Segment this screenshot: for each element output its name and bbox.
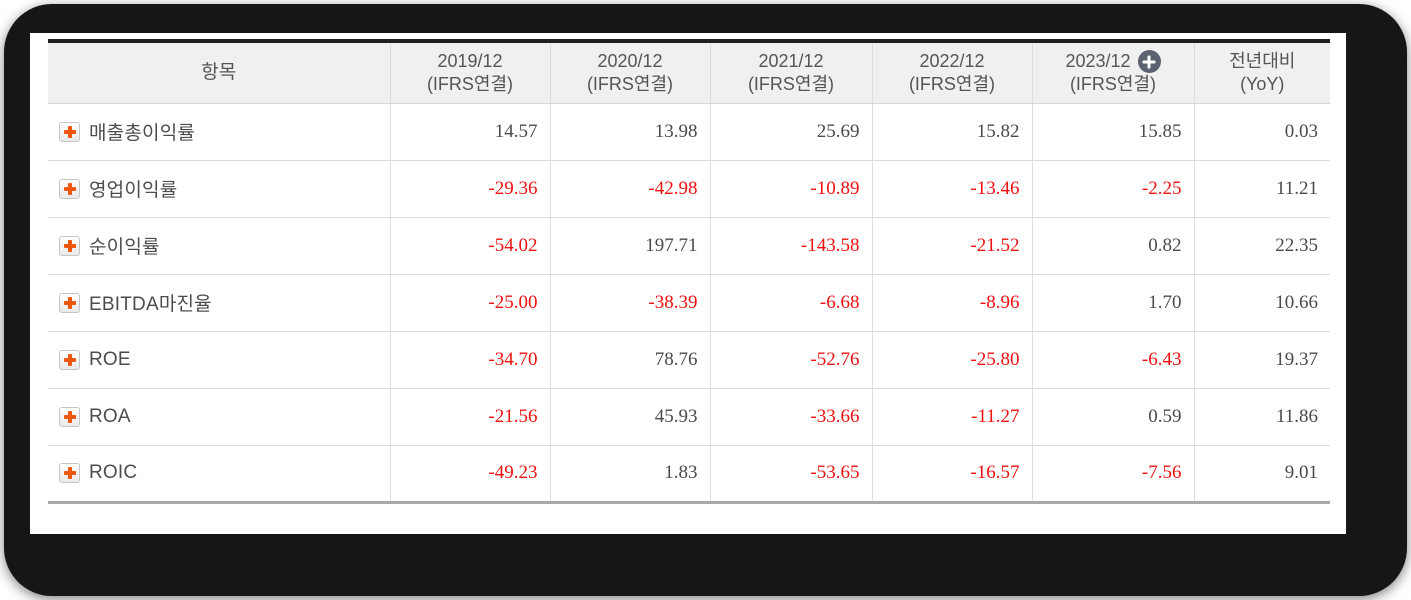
metric-value: -49.23 — [389, 445, 550, 504]
metric-value: -53.65 — [709, 445, 872, 504]
profitability-ratios-table: 항목 2019/12 (IFRS연결) 2020/12 (IFRS연결) 202… — [48, 43, 1330, 504]
metric-value: 14.57 — [389, 103, 550, 161]
column-header-2020-12: 2020/12 (IFRS연결) — [549, 43, 710, 104]
row-label: 영업이익률 — [89, 180, 178, 201]
plus-icon[interactable] — [59, 292, 80, 313]
period-basis: (IFRS연결) — [1069, 74, 1157, 94]
metric-value: -21.52 — [871, 217, 1032, 275]
row-label: EBITDA마진율 — [89, 294, 212, 315]
period-label: 2020/12 — [597, 51, 663, 72]
metric-value: -38.39 — [549, 274, 710, 332]
metric-value: -7.56 — [1031, 445, 1194, 504]
row-label: ROA — [89, 405, 131, 427]
row-label-cell: 매출총이익률 — [48, 103, 390, 161]
item-header-label: 항목 — [201, 61, 237, 83]
metric-value: -143.58 — [709, 217, 872, 275]
table-row: EBITDA마진율 -25.00 -38.39 -6.68 -8.96 1.70… — [48, 274, 1330, 332]
period-label: 2021/12 — [758, 51, 824, 72]
metric-value: -25.00 — [389, 274, 550, 332]
plus-icon[interactable] — [59, 178, 80, 199]
metric-value: 11.21 — [1193, 160, 1330, 218]
metric-value: 10.66 — [1193, 274, 1330, 332]
metric-value: -21.56 — [389, 388, 550, 446]
row-label: 순이익률 — [89, 237, 160, 258]
table-row: 영업이익률 -29.36 -42.98 -10.89 -13.46 -2.25 … — [48, 160, 1330, 218]
metric-value: 15.85 — [1031, 103, 1194, 161]
metric-value: -6.68 — [709, 274, 872, 332]
row-label: ROIC — [89, 462, 138, 483]
plus-icon[interactable] — [59, 349, 80, 370]
metric-value: -52.76 — [709, 331, 872, 389]
column-header-yoy: 전년대비 (YoY) — [1193, 43, 1330, 104]
table-wrap: 항목 2019/12 (IFRS연결) 2020/12 (IFRS연결) 202… — [48, 39, 1330, 504]
period-basis: (IFRS연결) — [586, 73, 674, 94]
header-row: 항목 2019/12 (IFRS연결) 2020/12 (IFRS연결) 202… — [48, 43, 1330, 104]
table-row: 매출총이익률 14.57 13.98 25.69 15.82 15.85 0.0… — [48, 103, 1330, 161]
metric-value: -10.89 — [709, 160, 872, 218]
period-basis: (IFRS연결) — [747, 73, 835, 94]
metric-value: -29.36 — [389, 160, 550, 218]
plus-icon[interactable] — [59, 121, 80, 142]
period-label: 2019/12 — [437, 51, 503, 72]
metric-value: 197.71 — [549, 217, 710, 275]
row-label-cell: 영업이익률 — [48, 160, 390, 218]
plus-icon[interactable] — [59, 406, 80, 427]
page-background: 항목 2019/12 (IFRS연결) 2020/12 (IFRS연결) 202… — [4, 4, 1407, 596]
metric-value: -16.57 — [871, 445, 1032, 504]
metric-value: -8.96 — [871, 274, 1032, 332]
column-header-item: 항목 — [48, 43, 390, 104]
period-basis: (IFRS연결) — [426, 73, 514, 94]
metric-value: 0.59 — [1031, 388, 1194, 446]
metrics-table-card: 항목 2019/12 (IFRS연결) 2020/12 (IFRS연결) 202… — [30, 33, 1346, 534]
metric-value: 9.01 — [1193, 445, 1330, 504]
metric-value: 78.76 — [549, 331, 710, 389]
metric-value: 13.98 — [549, 103, 710, 161]
column-header-2019-12: 2019/12 (IFRS연결) — [389, 43, 550, 104]
metric-value: -34.70 — [389, 331, 550, 389]
table-row: ROIC -49.23 1.83 -53.65 -16.57 -7.56 9.0… — [48, 445, 1330, 504]
column-header-2022-12: 2022/12 (IFRS연결) — [871, 43, 1032, 104]
row-label-cell: 순이익률 — [48, 217, 390, 275]
period-basis: (IFRS연결) — [908, 73, 996, 94]
metric-value: -6.43 — [1031, 331, 1194, 389]
table-row: 순이익률 -54.02 197.71 -143.58 -21.52 0.82 2… — [48, 217, 1330, 275]
metric-value: 25.69 — [709, 103, 872, 161]
row-label: 매출총이익률 — [89, 123, 196, 144]
metric-value: 45.93 — [549, 388, 710, 446]
column-header-2023-12: 2023/12 (IFRS연결) — [1031, 43, 1194, 104]
metric-value: 1.83 — [549, 445, 710, 504]
metric-value: -42.98 — [549, 160, 710, 218]
row-label-cell: EBITDA마진율 — [48, 274, 390, 332]
yoy-label: 전년대비 — [1229, 51, 1296, 72]
yoy-sublabel: (YoY) — [1240, 73, 1285, 94]
plus-icon[interactable] — [59, 235, 80, 256]
metric-value: -25.80 — [871, 331, 1032, 389]
metric-value: 15.82 — [871, 103, 1032, 161]
metric-value: -11.27 — [871, 388, 1032, 446]
table-row: ROA -21.56 45.93 -33.66 -11.27 0.59 11.8… — [48, 388, 1330, 446]
column-header-2021-12: 2021/12 (IFRS연결) — [709, 43, 872, 104]
metric-value: 22.35 — [1193, 217, 1330, 275]
metric-value: -2.25 — [1031, 160, 1194, 218]
row-label-cell: ROIC — [48, 445, 390, 504]
metric-value: -33.66 — [709, 388, 872, 446]
plus-circle-icon[interactable] — [1137, 50, 1161, 73]
table-row: ROE -34.70 78.76 -52.76 -25.80 -6.43 19.… — [48, 331, 1330, 389]
period-label: 2023/12 — [1065, 51, 1131, 72]
row-label: ROE — [89, 348, 131, 370]
metric-value: 0.03 — [1193, 103, 1330, 161]
metric-value: -13.46 — [871, 160, 1032, 218]
period-label: 2022/12 — [919, 51, 985, 72]
plus-icon[interactable] — [59, 463, 80, 483]
metric-value: -54.02 — [389, 217, 550, 275]
metric-value: 1.70 — [1031, 274, 1194, 332]
metric-value: 11.86 — [1193, 388, 1330, 446]
metric-value: 19.37 — [1193, 331, 1330, 389]
row-label-cell: ROE — [48, 331, 390, 389]
row-label-cell: ROA — [48, 388, 390, 446]
metric-value: 0.82 — [1031, 217, 1194, 275]
